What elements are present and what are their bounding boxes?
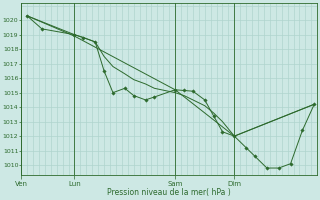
X-axis label: Pression niveau de la mer( hPa ): Pression niveau de la mer( hPa ): [107, 188, 231, 197]
